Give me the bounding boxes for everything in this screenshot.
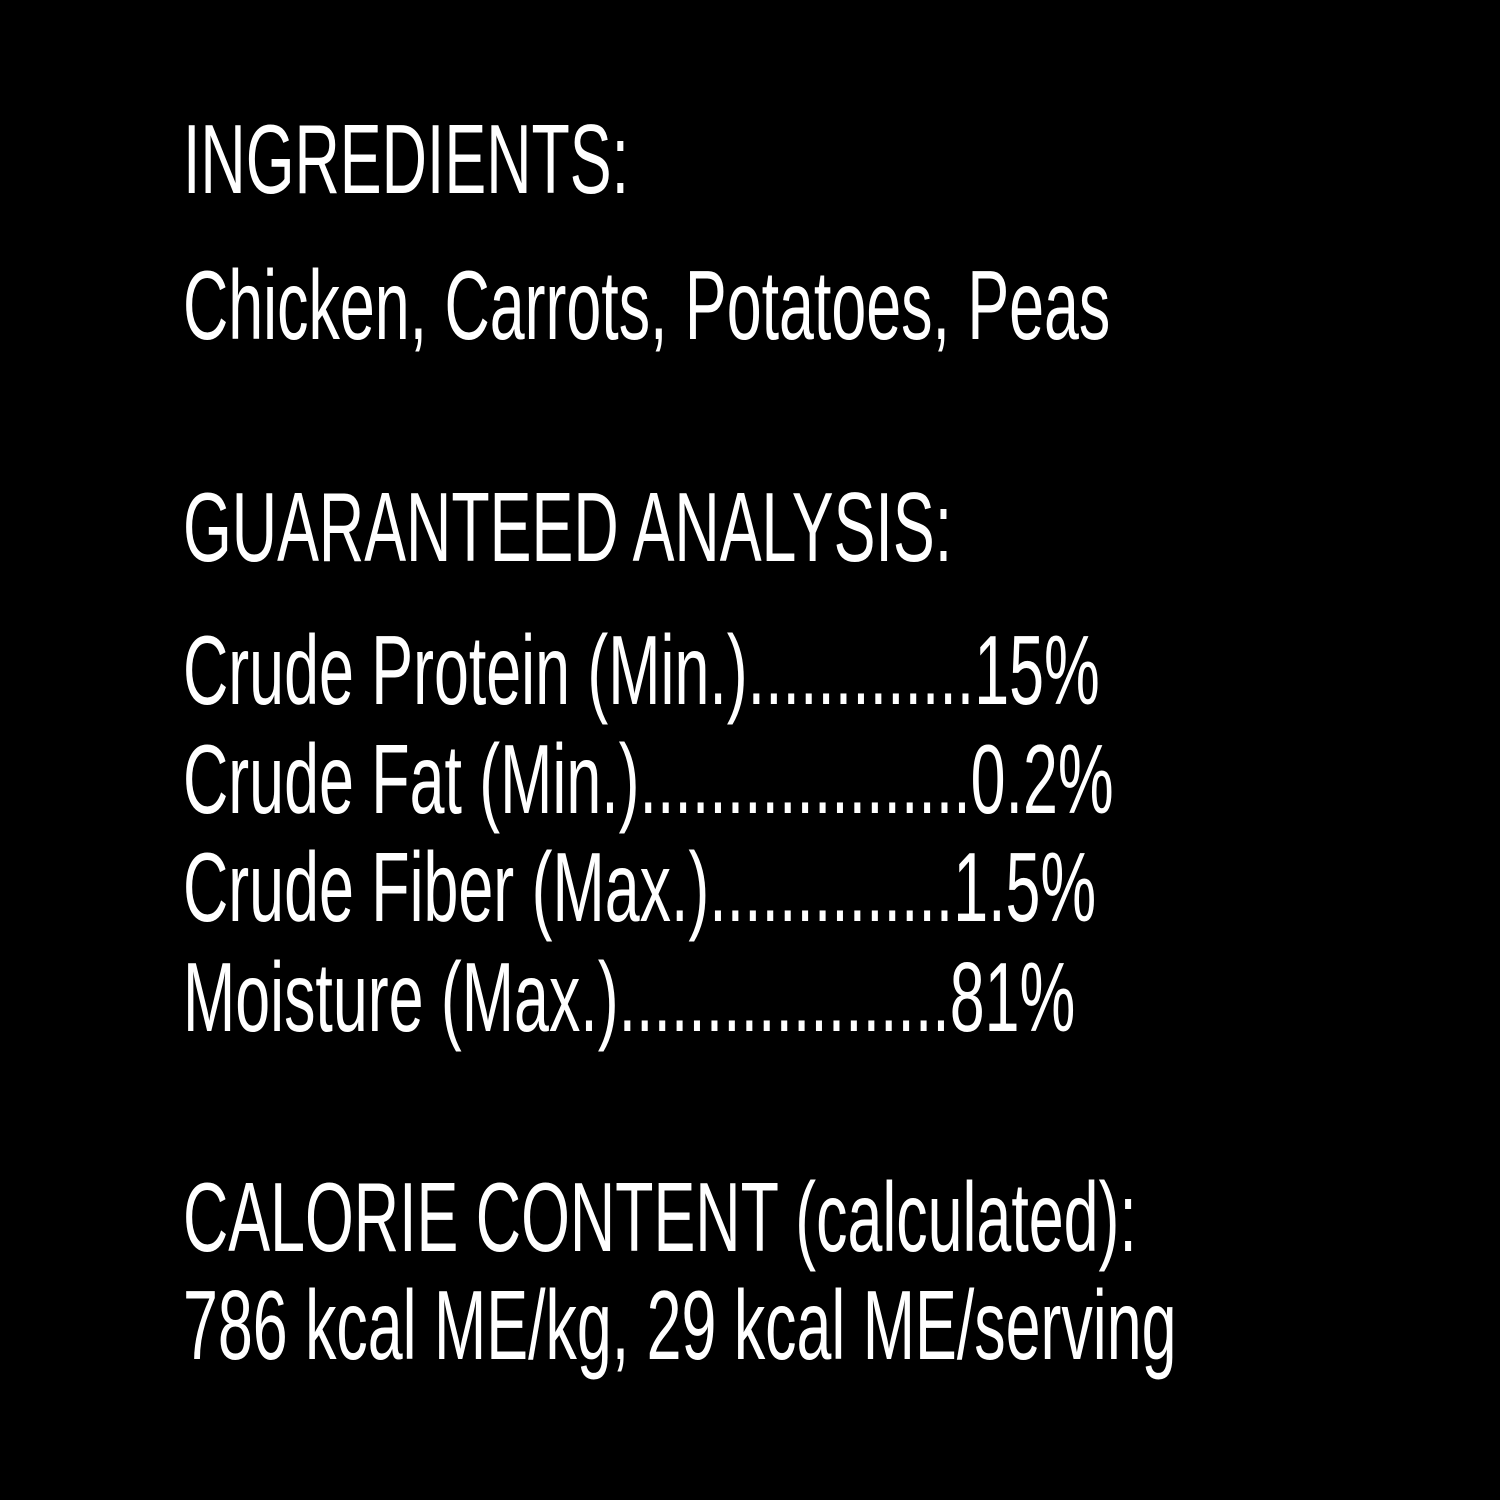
analysis-row-fiber: Crude Fiber (Max.)..............1.5% bbox=[183, 838, 1096, 936]
row-label: Crude Fiber (Max.) bbox=[183, 832, 710, 942]
row-label: Crude Fat (Min.) bbox=[183, 724, 640, 834]
analysis-row-fat: Crude Fat (Min.)...................0.2% bbox=[183, 730, 1114, 828]
calorie-heading: CALORIE CONTENT (calculated): bbox=[183, 1162, 1137, 1272]
analysis-heading: GUARANTEED ANALYSIS: bbox=[183, 472, 953, 582]
row-value: 81% bbox=[949, 942, 1076, 1052]
row-label: Crude Protein (Min.) bbox=[183, 615, 748, 725]
calorie-text: 786 kcal ME/kg, 29 kcal ME/serving bbox=[183, 1270, 1177, 1380]
ingredients-heading: INGREDIENTS: bbox=[183, 104, 630, 214]
row-dots: .............. bbox=[709, 832, 954, 942]
row-value: 1.5% bbox=[953, 832, 1097, 942]
row-label: Moisture (Max.) bbox=[183, 942, 619, 1052]
row-value: 0.2% bbox=[970, 724, 1114, 834]
row-value: 15% bbox=[974, 615, 1100, 725]
row-dots: ................... bbox=[618, 942, 950, 1052]
ingredients-text: Chicken, Carrots, Potatoes, Peas bbox=[183, 250, 1111, 360]
row-dots: ................... bbox=[639, 724, 971, 834]
analysis-row-moisture: Moisture (Max.)...................81% bbox=[183, 948, 1075, 1046]
row-dots: ............. bbox=[747, 615, 975, 725]
analysis-row-protein: Crude Protein (Min.).............15% bbox=[183, 621, 1100, 719]
